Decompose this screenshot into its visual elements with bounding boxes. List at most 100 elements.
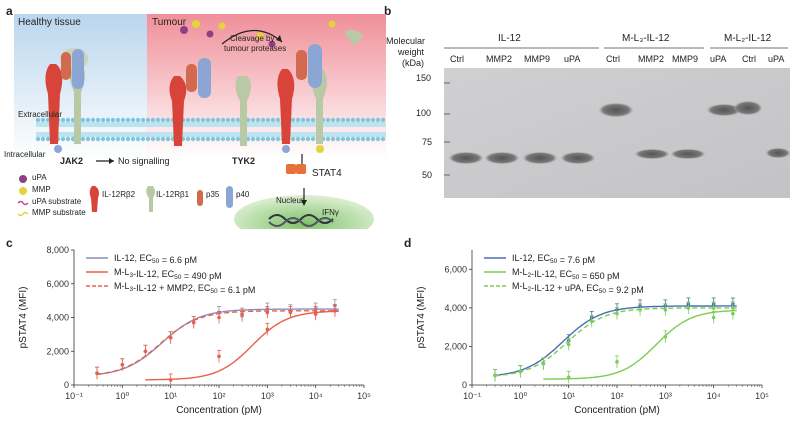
lipid-head [45,136,51,142]
lipid-head [145,117,151,123]
lipid-head [360,136,366,142]
series-curve-1 [543,309,737,380]
jak2-label: JAK2 [60,156,84,166]
x-tick-label: 10¹ [562,391,575,401]
y-tick-label: 4,000 [444,303,467,313]
x-tick-label: 10⁰ [514,391,528,401]
series-curve-2 [96,310,339,375]
data-point [731,306,735,310]
lipid-head [155,117,161,123]
data-point [143,349,148,354]
lipid-head [300,117,306,123]
lipid-head [40,117,46,123]
y-axis-label: pSTAT4 (MFI) [416,287,427,349]
panel-letter-a: a [6,4,13,18]
lipid-head [215,117,221,123]
lipid-head [80,117,86,123]
legend-mmp-substrate: MMP substrate [32,208,86,217]
lipid-head [230,117,236,123]
lipid-head [60,117,66,123]
data-point [518,369,523,374]
lipid-head [295,117,301,123]
lane-ml3-mmp2: MMP2 [638,54,665,64]
lipid-head [225,117,231,123]
data-point [333,308,337,313]
lipid-head [330,136,336,142]
lipid-head [105,136,111,142]
data-point [95,371,99,375]
x-tick-label: 10⁻¹ [65,391,83,401]
tumour-receptor-complex [169,29,364,153]
lipid-head [310,136,316,142]
lipid-head [350,117,356,123]
lipid-head [160,136,166,142]
lipid-head [340,136,346,142]
legend-il12rb2: IL-12Rβ2 [102,190,136,199]
x-axis-label: Concentration (pM) [574,405,660,416]
lipid-head [205,117,211,123]
healthy-tissue-label: Healthy tissue [18,17,81,28]
lipid-head [65,117,71,123]
lipid-head [140,117,146,123]
lipid-head [115,136,121,142]
gel-y-title-2: weight [398,47,425,57]
lipid-head [375,117,381,123]
panel-a-schematic [14,14,386,229]
lipid-head [255,117,261,123]
lipid-head [345,136,351,142]
x-tick-label: 10² [212,391,225,401]
legend-upa-substrate: uPA substrate [32,197,82,206]
legend-label-1: M-L3-IL-12, EC50 = 490 pM [114,267,222,281]
data-point [686,306,691,310]
cleavage-label-1: Cleavage by [230,34,275,43]
data-point [711,306,716,310]
lipid-head [275,136,281,142]
data-point [711,315,716,320]
lipid-head [260,117,266,123]
lipid-head [335,136,341,142]
lipid-head [275,117,281,123]
lane-il12-mmp2: MMP2 [486,54,513,64]
legend-label-2: M-L2-IL-12 + uPA, EC50 = 9.2 pM [512,281,644,295]
data-point [240,312,244,316]
lipid-head [200,117,206,123]
band-ml3-ctrl [599,103,633,117]
lane-il12-ctrl: Ctrl [450,54,464,64]
data-point [191,320,196,325]
lipid-head [40,136,46,142]
x-tick-label: 10⁴ [309,391,323,401]
lipid-head [105,117,111,123]
lipid-head [140,136,146,142]
lipid-head [150,117,156,123]
band-il12-mmp9 [523,152,557,164]
lipid-head [210,117,216,123]
y-tick-label: 2,000 [46,346,69,356]
lipid-head [90,117,96,123]
lipid-head [195,117,201,123]
no-signalling-label: No signalling [118,156,170,166]
gel-y-title-1: Molecular [386,36,426,46]
legend-label-1: M-L2-IL-12, EC50 = 650 pM [512,267,620,281]
lipid-head [355,117,361,123]
lane-il12-upa: uPA [564,54,581,64]
data-point [589,319,594,324]
lipid-head [160,117,166,123]
lipid-head [120,117,126,123]
band-ml2-ctrl [734,101,762,115]
x-tick-label: 10⁰ [116,391,130,401]
cleavage-label-2: tumour proteases [224,44,287,53]
y-tick-label: 2,000 [444,341,467,351]
lipid-head [200,136,206,142]
x-tick-label: 10³ [659,391,672,401]
y-axis-label: pSTAT4 (MFI) [18,287,29,349]
panel-letter-d: d [404,236,412,250]
data-point [265,327,270,332]
lipid-head [110,117,116,123]
x-tick-label: 10⁴ [707,391,721,401]
lipid-head [310,117,316,123]
lipid-head [250,136,256,142]
lane-il12-mmp9: MMP9 [524,54,551,64]
legend-il12rb1: IL-12Rβ1 [156,190,190,199]
group-label-ml3-il12: M-L₃-IL-12 [622,33,670,44]
x-tick-label: 10² [610,391,623,401]
